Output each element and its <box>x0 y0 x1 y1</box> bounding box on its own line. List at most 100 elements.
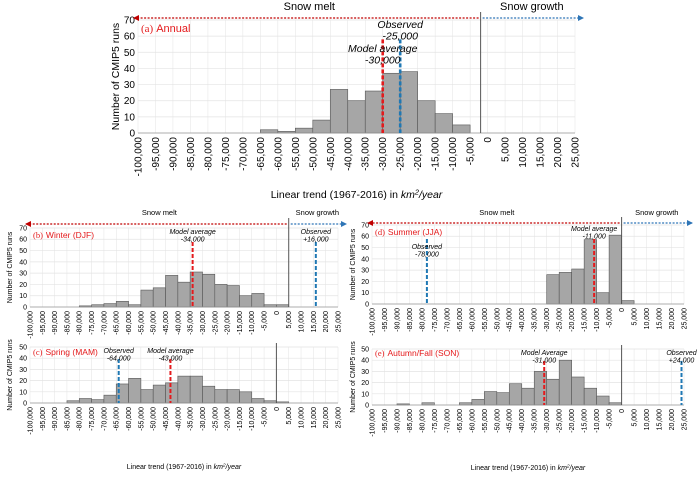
x-tick-label: -35,000 <box>188 407 195 431</box>
x-tick-label: -80,000 <box>77 311 84 335</box>
x-tick-label: -45,000 <box>507 409 514 433</box>
x-axis-unit: km <box>401 189 415 201</box>
histogram-bar <box>417 100 436 134</box>
panel-b: 0 10 20 30 40 50 60 70 -100,000 -95,000 -90,000 -85… <box>7 208 347 339</box>
y-tick-label: 10 <box>19 293 27 300</box>
x-tick-label: -40,000 <box>175 311 182 335</box>
x-tick-label: -10,000 <box>249 407 256 431</box>
x-tick-label: 15,000 <box>656 409 663 431</box>
x-tick-label: -65,000 <box>114 311 121 335</box>
x-tick-label: 15,000 <box>536 137 547 168</box>
histogram-bar <box>496 392 510 406</box>
histogram-bar <box>596 395 610 406</box>
histogram-bar <box>214 389 228 404</box>
y-tick-label: 30 <box>19 271 27 278</box>
histogram-bar <box>546 274 560 305</box>
histogram-bar <box>140 389 154 404</box>
x-tick-label: 5,000 <box>501 137 512 162</box>
x-tick-label: -20,000 <box>225 311 232 335</box>
x-tick-label: -10,000 <box>594 409 601 433</box>
x-tick-label: -55,000 <box>138 407 145 431</box>
x-tick-label: -20,000 <box>225 407 232 431</box>
y-tick-label: 10 <box>361 391 369 398</box>
x-tick-label: -25,000 <box>212 407 219 431</box>
histogram-bar <box>251 398 265 404</box>
y-tick-label: 10 <box>19 389 27 396</box>
x-tick-label: -30,000 <box>544 409 551 433</box>
y-tick-label: 30 <box>124 80 136 91</box>
histogram-bar <box>571 376 585 406</box>
x-tick-label: -20,000 <box>413 137 424 171</box>
x-tick-label: -100,000 <box>369 308 376 336</box>
x-axis-unit-sup: 2 <box>222 463 226 469</box>
histogram-bar <box>128 378 142 404</box>
histogram-bar <box>165 382 179 404</box>
observed-value: +16,000 <box>303 237 329 244</box>
histogram-bar <box>226 389 240 404</box>
panel-season: Autumn/Fall (SON) <box>387 348 459 358</box>
x-tick-label: 15,000 <box>656 308 663 330</box>
x-tick-label: -95,000 <box>40 407 47 431</box>
y-tick-label: 50 <box>19 344 27 351</box>
x-tick-label: -35,000 <box>532 409 539 433</box>
x-tick-label: -100,000 <box>369 409 376 437</box>
x-axis-unit: km <box>558 465 568 472</box>
x-tick-label: -60,000 <box>469 308 476 332</box>
y-tick-label: 70 <box>361 222 369 229</box>
x-tick-label: -65,000 <box>256 137 267 171</box>
observed-label: Observed <box>301 229 332 236</box>
x-tick-label: -40,000 <box>343 137 354 171</box>
x-tick-label: -80,000 <box>77 407 84 431</box>
x-tick-label: 20,000 <box>669 409 676 431</box>
x-tick-label: -70,000 <box>444 409 451 433</box>
histogram-bar <box>214 284 228 308</box>
y-axis-label: Number of CMIP5 runs <box>110 23 122 130</box>
panel-label: (d) Summer (JJA) <box>375 227 442 237</box>
y-tick-label: 20 <box>361 380 369 387</box>
x-tick-label: -15,000 <box>237 407 244 431</box>
x-axis-label-text: Linear trend (1967-2016) in <box>271 189 401 201</box>
x-tick-label: -50,000 <box>494 308 501 332</box>
model-average-label: Model Average <box>521 350 568 357</box>
x-tick-label: -30,000 <box>378 137 389 171</box>
y-tick-label: 60 <box>361 234 369 241</box>
x-tick-label: -5,000 <box>607 409 614 429</box>
histogram-bar <box>202 385 216 404</box>
x-tick-label: -25,000 <box>396 137 407 171</box>
histogram-bar <box>177 281 191 308</box>
panel-label: (a) Annual <box>141 23 190 35</box>
histogram-bar <box>115 301 129 308</box>
x-tick-label: -55,000 <box>482 308 489 332</box>
y-tick-label: 0 <box>365 301 369 308</box>
x-tick-label: 20,000 <box>553 137 564 168</box>
panel-letter: (e) <box>375 348 385 358</box>
model-average-label: Model average <box>348 43 418 55</box>
x-tick-label: -30,000 <box>200 311 207 335</box>
x-tick-label: -75,000 <box>432 308 439 332</box>
panel-letter: (b) <box>33 230 43 240</box>
panel-season: Summer (JJA) <box>388 227 442 237</box>
x-tick-label: -80,000 <box>419 308 426 332</box>
x-tick-label: -5,000 <box>466 137 477 166</box>
x-tick-label: -15,000 <box>582 409 589 433</box>
panel-letter: (c) <box>33 347 43 357</box>
y-axis-label: Number of CMIP5 runs <box>350 341 357 413</box>
x-tick-label: -85,000 <box>64 311 71 335</box>
histogram-bar <box>140 289 154 308</box>
x-tick-label: -35,000 <box>361 137 372 171</box>
observed-label: Observed <box>666 350 697 357</box>
x-tick-label: -65,000 <box>457 308 464 332</box>
histogram-bar <box>165 275 179 308</box>
y-tick-label: 40 <box>19 259 27 266</box>
y-tick-label: 0 <box>23 400 27 407</box>
histogram-bar <box>189 375 203 404</box>
histogram-bar <box>152 287 166 308</box>
x-tick-label: 25,000 <box>681 409 688 431</box>
x-tick-label: 25,000 <box>335 311 342 333</box>
y-tick-label: 30 <box>361 369 369 376</box>
histogram-bar <box>608 234 622 305</box>
x-tick-label: -90,000 <box>52 311 59 335</box>
x-tick-label: -15,000 <box>237 311 244 335</box>
histogram-bar <box>452 124 471 134</box>
